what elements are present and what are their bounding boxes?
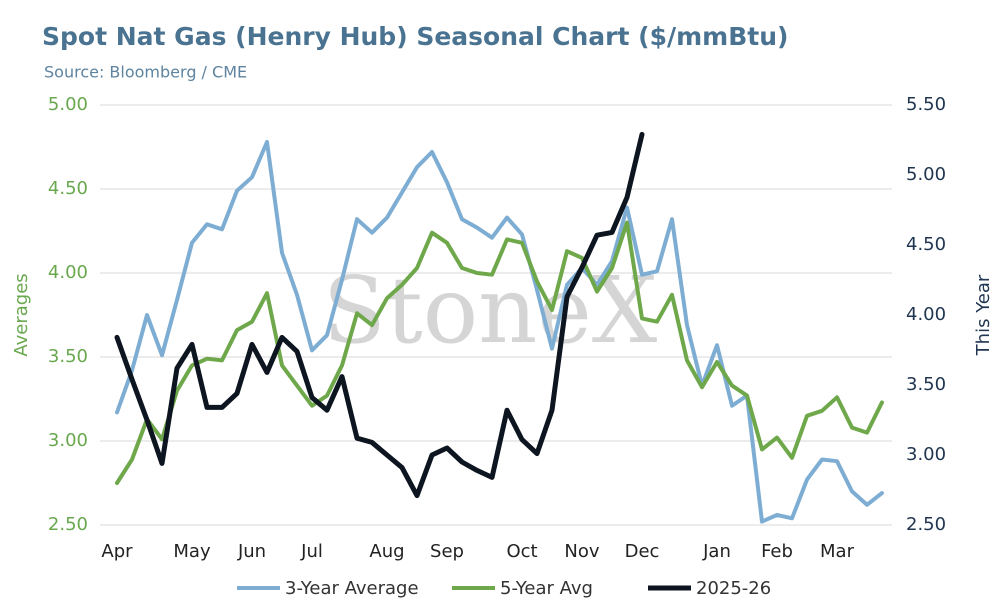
- y-tick-label: 2.50: [48, 514, 88, 535]
- x-tick-label: Aug: [369, 541, 404, 562]
- y-tick-label: 3.50: [48, 346, 88, 367]
- y-tick-label: 5.00: [48, 94, 88, 115]
- y-tick-label: 3.00: [48, 430, 88, 451]
- y2-axis-title: This Year: [973, 274, 994, 356]
- series-line: [115, 220, 884, 485]
- chart-subtitle: Source: Bloomberg / CME: [44, 63, 247, 82]
- x-tick-label: Jul: [300, 541, 323, 562]
- legend-label: 3-Year Average: [285, 578, 419, 599]
- x-tick-label: Jun: [237, 541, 266, 562]
- series-line: [114, 131, 645, 499]
- x-tick-label: Oct: [506, 541, 537, 562]
- y2-tick-label: 3.00: [906, 444, 946, 465]
- chart-title: Spot Nat Gas (Henry Hub) Seasonal Chart …: [42, 22, 788, 51]
- y-tick-label: 4.00: [48, 262, 88, 283]
- x-tick-label: May: [173, 541, 211, 562]
- y2-tick-label: 4.00: [906, 304, 946, 325]
- y2-tick-label: 5.00: [906, 164, 946, 185]
- x-tick-label: Mar: [820, 541, 855, 562]
- y2-tick-label: 5.50: [906, 94, 946, 115]
- y-tick-label: 4.50: [48, 178, 88, 199]
- x-tick-label: Nov: [564, 541, 599, 562]
- y2-tick-label: 4.50: [906, 234, 946, 255]
- x-tick-label: Jan: [702, 541, 731, 562]
- x-tick-label: Sep: [430, 541, 464, 562]
- x-tick-label: Feb: [761, 541, 793, 562]
- y-axis-title: Averages: [11, 273, 32, 356]
- series-line: [115, 140, 884, 524]
- legend-label: 2025-26: [696, 578, 771, 599]
- y2-tick-label: 3.50: [906, 374, 946, 395]
- legend-label: 5-Year Avg: [500, 578, 593, 599]
- y2-tick-label: 2.50: [906, 514, 946, 535]
- x-tick-label: Dec: [625, 541, 660, 562]
- x-tick-label: Apr: [101, 541, 133, 562]
